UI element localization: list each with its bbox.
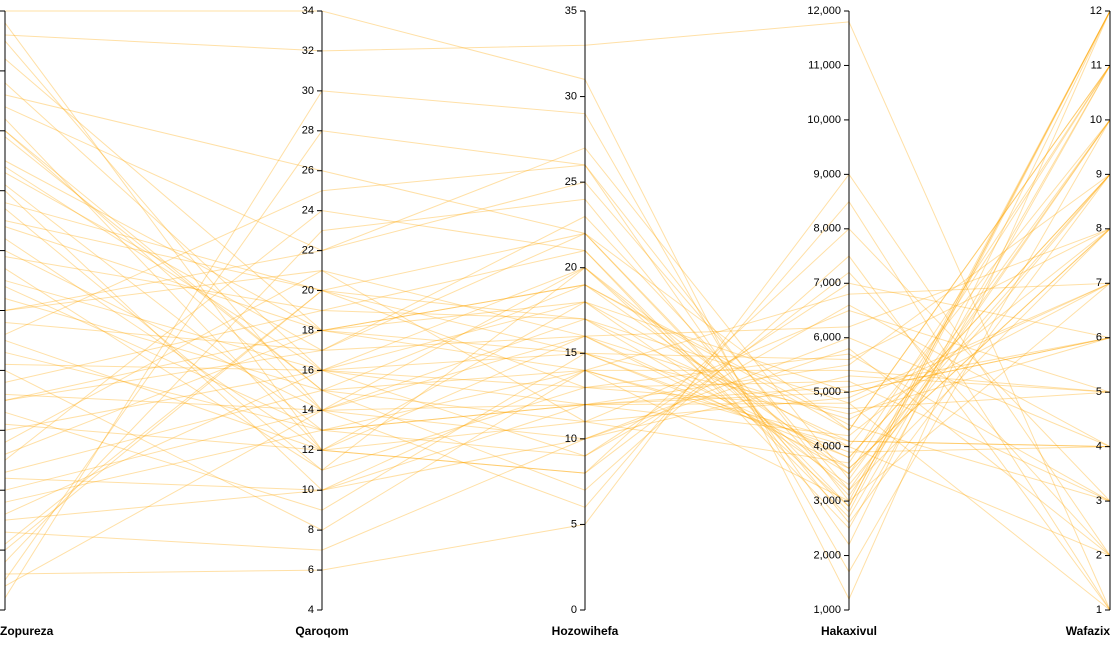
tick-label: 8 (1096, 223, 1102, 235)
tick-label: 20 (302, 284, 314, 296)
tick-label: 7 (1096, 277, 1102, 289)
row-line (4, 58, 1111, 502)
tick-label: 10 (565, 433, 577, 445)
row-line (4, 174, 1111, 563)
row-line (4, 250, 1111, 420)
tick-label: 5,000 (813, 386, 841, 398)
tick-label: 8 (308, 524, 314, 536)
axis-title: Hozowihefa (552, 624, 619, 638)
tick-label: 4 (308, 604, 314, 616)
tick-label: 32 (302, 45, 314, 57)
tick-label: 9 (1096, 168, 1102, 180)
tick-label: 12,000 (807, 5, 841, 17)
tick-label: 30 (302, 85, 314, 97)
tick-label: 6,000 (813, 332, 841, 344)
tick-label: 5 (571, 518, 577, 530)
tick-label: 10,000 (807, 114, 841, 126)
row-line (4, 65, 1111, 464)
tick-label: 3,000 (813, 495, 841, 507)
tick-label: 7,000 (813, 277, 841, 289)
axis-title: Qaroqom (295, 624, 348, 638)
tick-label: 8,000 (813, 223, 841, 235)
row-line (4, 228, 1111, 451)
tick-label: 11,000 (808, 59, 841, 71)
tick-label: 2,000 (813, 549, 841, 561)
tick-label: 12 (302, 444, 314, 456)
tick-label: 26 (302, 165, 314, 177)
tick-label: 0 (571, 604, 577, 616)
row-line (4, 10, 1111, 503)
tick-label: 1,000 (813, 604, 841, 616)
tick-label: 15 (565, 347, 577, 359)
tick-label: 10 (1090, 114, 1102, 126)
axis-title: Hakaxivul (821, 624, 877, 638)
row-line (4, 10, 1111, 513)
tick-label: 4 (1096, 441, 1102, 453)
axis-title: Zopureza (0, 624, 54, 638)
row-line (4, 130, 1111, 556)
tick-label: 34 (302, 5, 314, 17)
lines (4, 10, 1111, 611)
tick-label: 6 (308, 564, 314, 576)
tick-label: 28 (302, 125, 314, 137)
tick-label: 22 (302, 245, 314, 257)
tick-label: 30 (565, 90, 577, 102)
tick-label: 25 (565, 176, 577, 188)
row-line (4, 119, 1111, 455)
tick-label: 10 (302, 484, 314, 496)
tick-label: 12 (1090, 5, 1102, 17)
tick-label: 5 (1096, 386, 1102, 398)
tick-label: 1 (1096, 604, 1102, 616)
tick-label: 9,000 (813, 168, 841, 180)
tick-label: 24 (302, 205, 314, 217)
tick-label: 2 (1096, 549, 1102, 561)
tick-label: 14 (302, 404, 314, 416)
tick-label: 6 (1096, 332, 1102, 344)
axis-title: Wafazix (1066, 624, 1111, 638)
tick-label: 4,000 (813, 441, 841, 453)
tick-label: 35 (565, 5, 577, 17)
tick-label: 18 (302, 324, 314, 336)
tick-label: 16 (302, 364, 314, 376)
tick-label: 11 (1091, 59, 1102, 71)
tick-label: 3 (1096, 495, 1102, 507)
tick-label: 20 (565, 262, 577, 274)
row-line (4, 106, 1111, 481)
